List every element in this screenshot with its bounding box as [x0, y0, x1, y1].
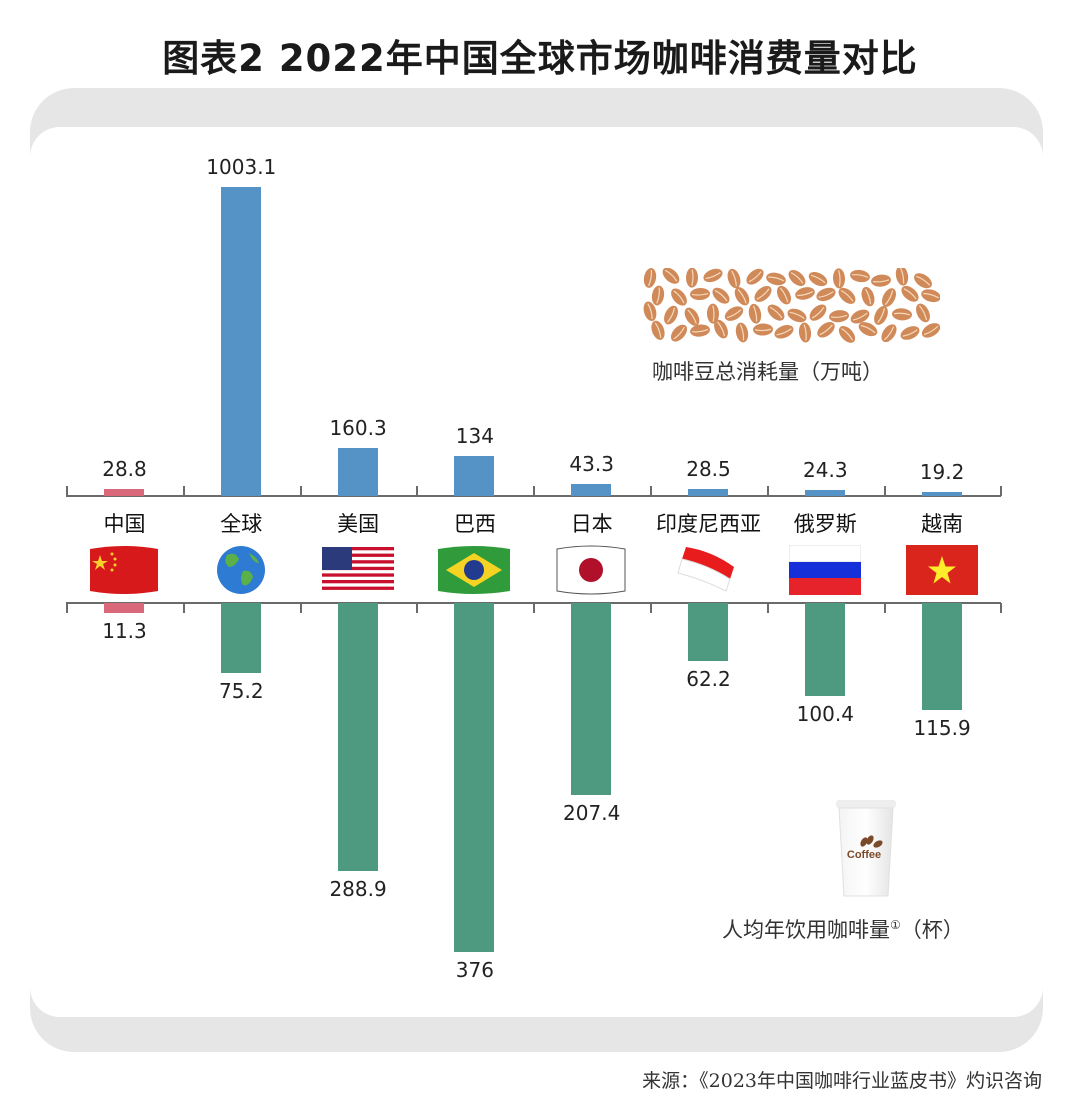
- category-column: 28.5 62.2 印度尼西亚: [650, 0, 767, 1118]
- brazil-flag-icon: [438, 545, 511, 595]
- source-note: 来源：《2023年中国咖啡行业蓝皮书》灼识咨询: [642, 1070, 1042, 1092]
- bean-consumption-value: 43.3: [569, 452, 614, 476]
- bean-consumption-value: 1003.1: [206, 155, 277, 179]
- category-column: 19.2 115.9 越南: [884, 0, 1001, 1118]
- coffee-cup-icon: Coffee: [836, 800, 896, 897]
- bean-consumption-bar: [688, 489, 728, 496]
- axis-tick: [299, 603, 302, 613]
- category-column: 28.8 11.3 中国: [66, 0, 183, 1118]
- legend-bean-label: 咖啡豆总消耗量（万吨）: [652, 360, 883, 384]
- bean-consumption-bar: [337, 448, 378, 496]
- svg-text:Coffee: Coffee: [847, 849, 881, 861]
- cups-per-capita-bar: [454, 603, 495, 952]
- axis-tick: [766, 486, 769, 496]
- coffee-beans-icon: [643, 268, 940, 343]
- axis-tick: [533, 486, 536, 496]
- category-label: 印度尼西亚: [656, 512, 761, 536]
- axis-tick: [182, 486, 185, 496]
- cups-per-capita-bar: [571, 603, 612, 795]
- bean-consumption-value: 160.3: [329, 416, 387, 440]
- axis-tick: [1000, 603, 1003, 613]
- category-label: 日本: [570, 512, 613, 536]
- category-label: 全球: [220, 512, 263, 536]
- category-label: 中国: [103, 512, 146, 536]
- axis-tick: [66, 486, 68, 496]
- bean-consumption-value: 134: [455, 424, 494, 448]
- cups-per-capita-bar: [337, 603, 378, 871]
- axis-tick: [416, 603, 419, 613]
- cups-per-capita-value: 100.4: [796, 702, 854, 726]
- cups-per-capita-bar: [804, 603, 845, 696]
- axis-tick: [650, 603, 652, 613]
- category-column: 134 376 巴西: [416, 0, 533, 1118]
- axis-tick: [883, 486, 886, 496]
- russia-flag-icon: [788, 544, 862, 595]
- bean-consumption-value: 19.2: [919, 460, 965, 484]
- cups-per-capita-bar: [104, 603, 144, 613]
- bean-consumption-bar: [220, 187, 261, 496]
- axis-tick: [883, 603, 886, 613]
- bean-consumption-bar: [454, 456, 495, 496]
- cups-per-capita-value: 62.2: [686, 667, 731, 691]
- category-column: 24.3 100.4 俄罗斯: [767, 0, 884, 1118]
- category-label: 巴西: [453, 512, 496, 536]
- bean-consumption-value: 28.8: [102, 457, 147, 481]
- globe-icon: [205, 545, 277, 595]
- category-label: 越南: [921, 512, 964, 536]
- category-column: 160.3 288.9 美国: [300, 0, 417, 1118]
- axis-tick: [416, 486, 419, 496]
- cups-per-capita-value: 376: [455, 958, 494, 982]
- axis-tick: [650, 486, 652, 496]
- legend-cup-label: 人均年饮用咖啡量①（杯）: [722, 918, 964, 942]
- category-column: 1003.1 75.2 全球: [183, 0, 300, 1118]
- axis-tick: [533, 603, 536, 613]
- bean-consumption-value: 28.5: [686, 457, 731, 481]
- category-label: 俄罗斯: [793, 512, 857, 536]
- bean-consumption-bar: [921, 492, 962, 496]
- bean-consumption-bar: [104, 489, 144, 496]
- cups-per-capita-bar: [688, 603, 728, 661]
- axis-tick: [299, 486, 302, 496]
- axis-tick: [182, 603, 185, 613]
- china-flag-icon: [88, 545, 160, 595]
- bean-consumption-value: 24.3: [803, 458, 848, 482]
- cups-per-capita-value: 115.9: [913, 716, 971, 740]
- cups-per-capita-value: 75.2: [219, 679, 264, 703]
- chart-title: 图表2 2022年中国全球市场咖啡消费量对比: [162, 37, 918, 80]
- axis-tick: [66, 603, 68, 613]
- cups-per-capita-value: 11.3: [102, 619, 147, 643]
- category-label: 美国: [337, 512, 380, 536]
- axis-tick: [766, 603, 769, 613]
- vietnam-flag-icon: [905, 545, 978, 595]
- cups-per-capita-value: 207.4: [563, 801, 621, 825]
- japan-flag-icon: [555, 545, 627, 595]
- cups-per-capita-bar: [921, 603, 962, 710]
- axis-tick: [1000, 486, 1003, 496]
- usa-flag-icon: [321, 545, 394, 595]
- bean-consumption-bar: [804, 490, 845, 496]
- category-column: 43.3 207.4 日本: [533, 0, 650, 1118]
- cups-per-capita-bar: [220, 603, 261, 673]
- cups-per-capita-value: 288.9: [329, 877, 387, 901]
- top-axis: [66, 495, 1001, 497]
- indonesia-flag-icon: [672, 545, 744, 595]
- bean-consumption-bar: [571, 484, 612, 496]
